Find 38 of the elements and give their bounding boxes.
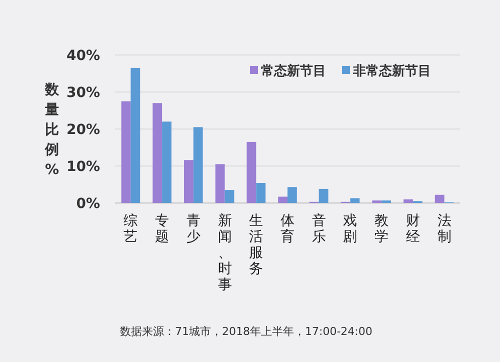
bar <box>152 103 162 203</box>
x-tick-label: 音乐 <box>312 213 326 245</box>
x-tick-label: 青少 <box>186 213 200 245</box>
bar <box>184 160 194 203</box>
x-tick-label: 法制 <box>437 213 452 245</box>
bar <box>404 199 413 203</box>
x-tick-label: 生活服务 <box>249 213 264 277</box>
bar <box>350 198 360 203</box>
bar <box>434 194 444 203</box>
bar <box>193 127 203 203</box>
bar <box>130 68 140 203</box>
bar <box>162 122 172 203</box>
x-tick-label: 戏剧 <box>343 213 358 245</box>
y-tick-label: 0% <box>76 196 100 212</box>
bar <box>318 188 328 203</box>
legend-label: 常态新节目 <box>261 63 326 79</box>
bar <box>372 200 382 203</box>
bar <box>246 142 256 203</box>
y-axis-title: 数量比例% <box>44 82 60 178</box>
y-tick-label: 10% <box>66 159 100 175</box>
x-tick-label: 综艺 <box>124 213 138 245</box>
x-tick-label: 教学 <box>374 213 389 245</box>
x-tick-label: 体育 <box>280 213 294 245</box>
bar <box>224 190 234 203</box>
bar <box>256 183 266 203</box>
source-note: 数据来源：71城市，2018年上半年，17:00-24:00 <box>120 325 372 338</box>
x-tick-label: 财经 <box>406 213 420 245</box>
x-tick-label: 专题 <box>155 213 170 245</box>
bar <box>121 101 131 203</box>
y-tick-label: 40% <box>66 48 100 64</box>
x-tick-label: 新闻、时事 <box>218 213 232 293</box>
bar <box>288 187 297 203</box>
y-tick-label: 30% <box>66 85 100 101</box>
bar <box>278 196 288 203</box>
bar <box>215 164 225 203</box>
bar <box>382 200 391 203</box>
y-tick-label: 20% <box>66 122 100 138</box>
legend-label: 非常态新节目 <box>352 63 431 79</box>
